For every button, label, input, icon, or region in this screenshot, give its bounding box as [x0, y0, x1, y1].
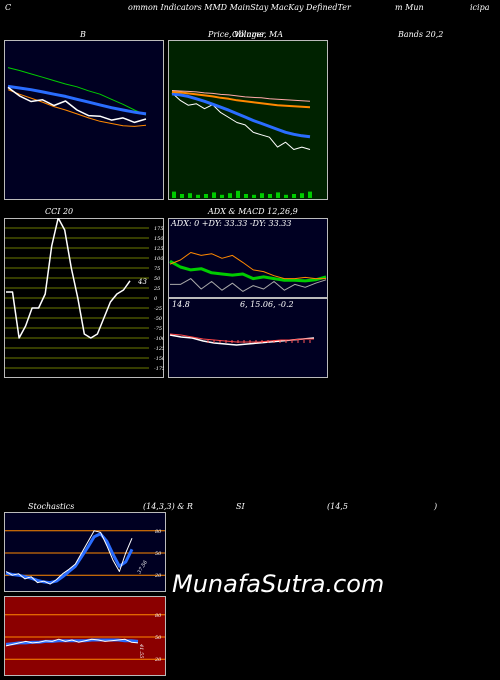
header-far-right: icipa: [470, 3, 490, 12]
rsi-value-label: 41.55: [138, 643, 144, 658]
cci-line: [6, 217, 131, 339]
bollinger-mid-line: [7, 84, 147, 116]
price-volume-ma-chart: [168, 40, 328, 200]
cci-tick-label: 75: [154, 266, 160, 272]
cci-tick-label: 50: [154, 276, 161, 282]
cci-tick-label: -75: [154, 326, 162, 332]
bollinger-chart: [4, 40, 164, 200]
macd-signal-line: [169, 333, 314, 343]
cci-tick-label: 125: [154, 246, 164, 252]
stoch-tick-label: 20: [154, 573, 162, 579]
volume-bar-13: [276, 192, 280, 198]
stochastics-chart: 80 50 20 37.56: [4, 512, 166, 592]
volume-bar-0: [172, 191, 176, 198]
cci-svg: 175 150 125 100 75 50 25 0 -25 -50 -75 -100 -125 -150…: [4, 217, 166, 378]
stoch-k-line: [5, 530, 133, 585]
volume-bar-1: [180, 194, 184, 198]
volume-bar-7: [228, 193, 232, 198]
macd-svg: [168, 298, 328, 378]
stoch-tick-label: 80: [155, 529, 162, 535]
price-ma-overlay-title: Ollinger: [232, 30, 266, 39]
rsi-params: (14,5: [327, 502, 348, 511]
rsi-chart: 80 50 20 41.55: [4, 596, 166, 676]
adx-aux-line: [170, 278, 327, 292]
bollinger-svg: [4, 40, 164, 200]
volume-bar-12: [268, 194, 272, 198]
rsi-tick-label: 50: [155, 635, 162, 641]
volume-bar-11: [260, 193, 264, 198]
bollinger-title: B: [80, 30, 86, 39]
rsi-line: [5, 638, 139, 647]
price-ma-title: Price, Volume, MA: [208, 30, 284, 39]
volume-bar-9: [244, 194, 248, 198]
stoch-title: Stochastics: [28, 502, 75, 511]
cci-tick-label: -50: [154, 316, 163, 322]
bollinger-upper-line: [7, 67, 147, 116]
adx-readout: ADX: 0 +DY: 33.33 -DY: 33.33: [171, 219, 292, 228]
volume-bar-8: [236, 190, 240, 198]
rsi-tick-label: 20: [154, 657, 162, 663]
adx-dy-line: [169, 252, 326, 280]
header-left: C: [5, 3, 12, 12]
volume-bar-14: [284, 194, 288, 198]
rsi-tick-label: 80: [155, 613, 162, 619]
cci-tick-label: -100: [154, 336, 164, 342]
price-svg: [168, 40, 328, 200]
volume-bar-5: [212, 192, 216, 198]
volume-bar-10: [252, 194, 256, 198]
stoch-tick-label: 50: [155, 551, 162, 557]
header-title: ommon Indicators MMD MainStay MacKay Def…: [128, 3, 351, 12]
macd-readout-left: 14.8: [172, 300, 190, 309]
volume-bar-2: [188, 193, 192, 198]
price-ma-short-line: [171, 92, 311, 139]
adx-svg: [168, 218, 328, 298]
bands-title: Bands 20,2: [398, 30, 444, 39]
watermark: MunafaSutra.com: [172, 570, 385, 598]
bollinger-lower-line: [7, 89, 147, 127]
cci-title: CCI 20: [45, 207, 74, 216]
rsi-svg: 80 50 20 41.55: [4, 596, 166, 676]
volume-bar-4: [204, 194, 208, 198]
adx-line: [169, 259, 327, 283]
cci-tick-label: 150: [154, 236, 164, 242]
cci-tick-label: 175: [154, 226, 164, 232]
price-ma-long-line: [171, 90, 311, 102]
cci-tick-label: -150: [154, 356, 164, 362]
cci-tick-label: -175: [154, 366, 164, 372]
cci-tick-label: 25: [153, 286, 160, 292]
cci-tick-label: 100: [154, 256, 164, 262]
adx-macd-title: ADX & MACD 12,26,9: [208, 207, 298, 216]
bollinger-price-line: [7, 86, 147, 124]
volume-bar-16: [300, 193, 304, 198]
stoch-signal-line: [5, 532, 134, 585]
cci-chart: 175 150 125 100 75 50 25 0 -25 -50 -75 -100 -125 -150…: [4, 217, 166, 378]
price-line: [171, 92, 311, 150]
volume-bar-3: [196, 194, 200, 198]
cci-value-label: 43: [137, 278, 147, 286]
stoch-params: (14,3,3) & R: [143, 502, 193, 511]
cci-tick-label: -125: [154, 346, 164, 352]
cci-tick-label: 0: [154, 296, 158, 302]
macd-readout-right: 6, 15.06, -0.2: [240, 300, 294, 309]
cci-tick-label: -25: [154, 306, 162, 312]
volume-bar-15: [292, 194, 296, 198]
rsi-params-close: ): [434, 502, 438, 511]
volume-bar-17: [308, 191, 312, 198]
macd-chart: [168, 298, 328, 378]
price-ma-mid-line: [171, 90, 311, 109]
header-right: m Mun: [395, 3, 424, 12]
rsi-title: SI: [236, 502, 245, 511]
adx-chart: [168, 218, 328, 298]
volume-bar-6: [220, 194, 224, 198]
